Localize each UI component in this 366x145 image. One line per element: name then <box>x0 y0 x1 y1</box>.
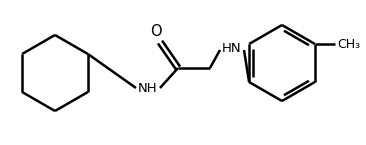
Text: NH: NH <box>138 81 158 95</box>
Text: HN: HN <box>222 41 242 55</box>
Text: CH₃: CH₃ <box>337 38 360 50</box>
Text: O: O <box>150 25 162 39</box>
